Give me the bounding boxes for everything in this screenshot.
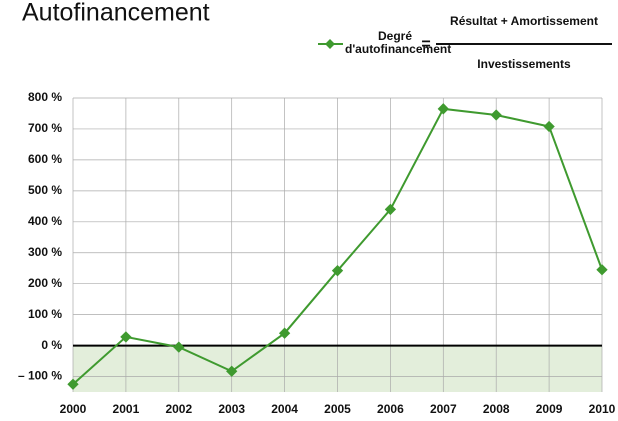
x-tick-label: 2009 [536, 402, 563, 416]
data-point [384, 203, 397, 216]
x-tick-label: 2007 [430, 402, 457, 416]
y-tick-label: 300 % [28, 245, 62, 259]
x-tick-label: 2006 [377, 402, 404, 416]
x-tick-label: 2000 [60, 402, 87, 416]
data-point [543, 120, 555, 133]
denominator: Investissements [477, 57, 571, 71]
chart-title: Autofinancement [22, 0, 210, 27]
y-tick-label: 100 % [28, 307, 62, 321]
x-tick-label: 2001 [113, 402, 140, 416]
x-tick-label: 2008 [483, 402, 510, 416]
x-tick-label: 2003 [218, 402, 245, 416]
y-tick-label: 400 % [28, 214, 62, 228]
data-point [226, 365, 238, 377]
data-point [596, 264, 608, 276]
x-tick-label: 2002 [165, 402, 192, 416]
x-tick-label: 2010 [589, 402, 616, 416]
numerator: Résultat + Amortissement [450, 14, 598, 28]
data-point [278, 327, 291, 339]
y-tick-label: 0 % [41, 338, 62, 352]
data-point [490, 109, 502, 121]
legend-label: Degré d'autofinancement [290, 30, 460, 56]
y-tick-label: 700 % [28, 121, 62, 135]
y-tick-label: 600 % [28, 152, 62, 166]
y-tick-label: 500 % [28, 183, 62, 197]
x-tick-label: 2005 [324, 402, 351, 416]
y-tick-label: 800 % [28, 90, 62, 104]
y-tick-label: – 100 % [18, 369, 62, 383]
data-point [173, 341, 185, 353]
data-point [331, 265, 344, 277]
legend-text: Degré d'autofinancement [345, 29, 452, 56]
data-point [437, 103, 449, 115]
y-tick-label: 200 % [28, 276, 62, 290]
x-tick-label: 2004 [271, 402, 298, 416]
equals: = [421, 36, 430, 53]
